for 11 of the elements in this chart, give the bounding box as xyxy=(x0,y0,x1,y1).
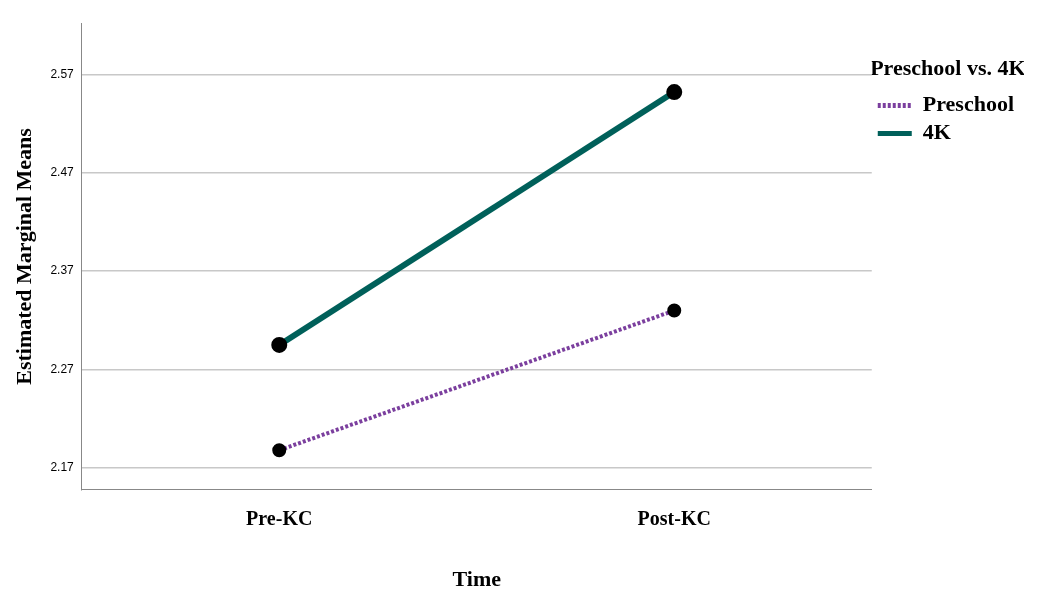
legend-label: 4K xyxy=(922,119,951,145)
legend-label: Preschool xyxy=(922,91,1015,117)
y-axis-title: Estimated Marginal Means xyxy=(10,127,36,385)
y-tick-label: 2.27 xyxy=(50,361,75,376)
x-axis-title: Time xyxy=(452,566,502,592)
y-tick-label: 2.17 xyxy=(50,460,75,475)
x-tick-label: Post-KC xyxy=(637,506,711,529)
x-tick-label: Pre-KC xyxy=(246,506,313,529)
y-tick-label: 2.57 xyxy=(50,66,75,81)
y-tick-label: 2.47 xyxy=(50,165,75,180)
y-tick-label: 2.37 xyxy=(50,263,75,278)
